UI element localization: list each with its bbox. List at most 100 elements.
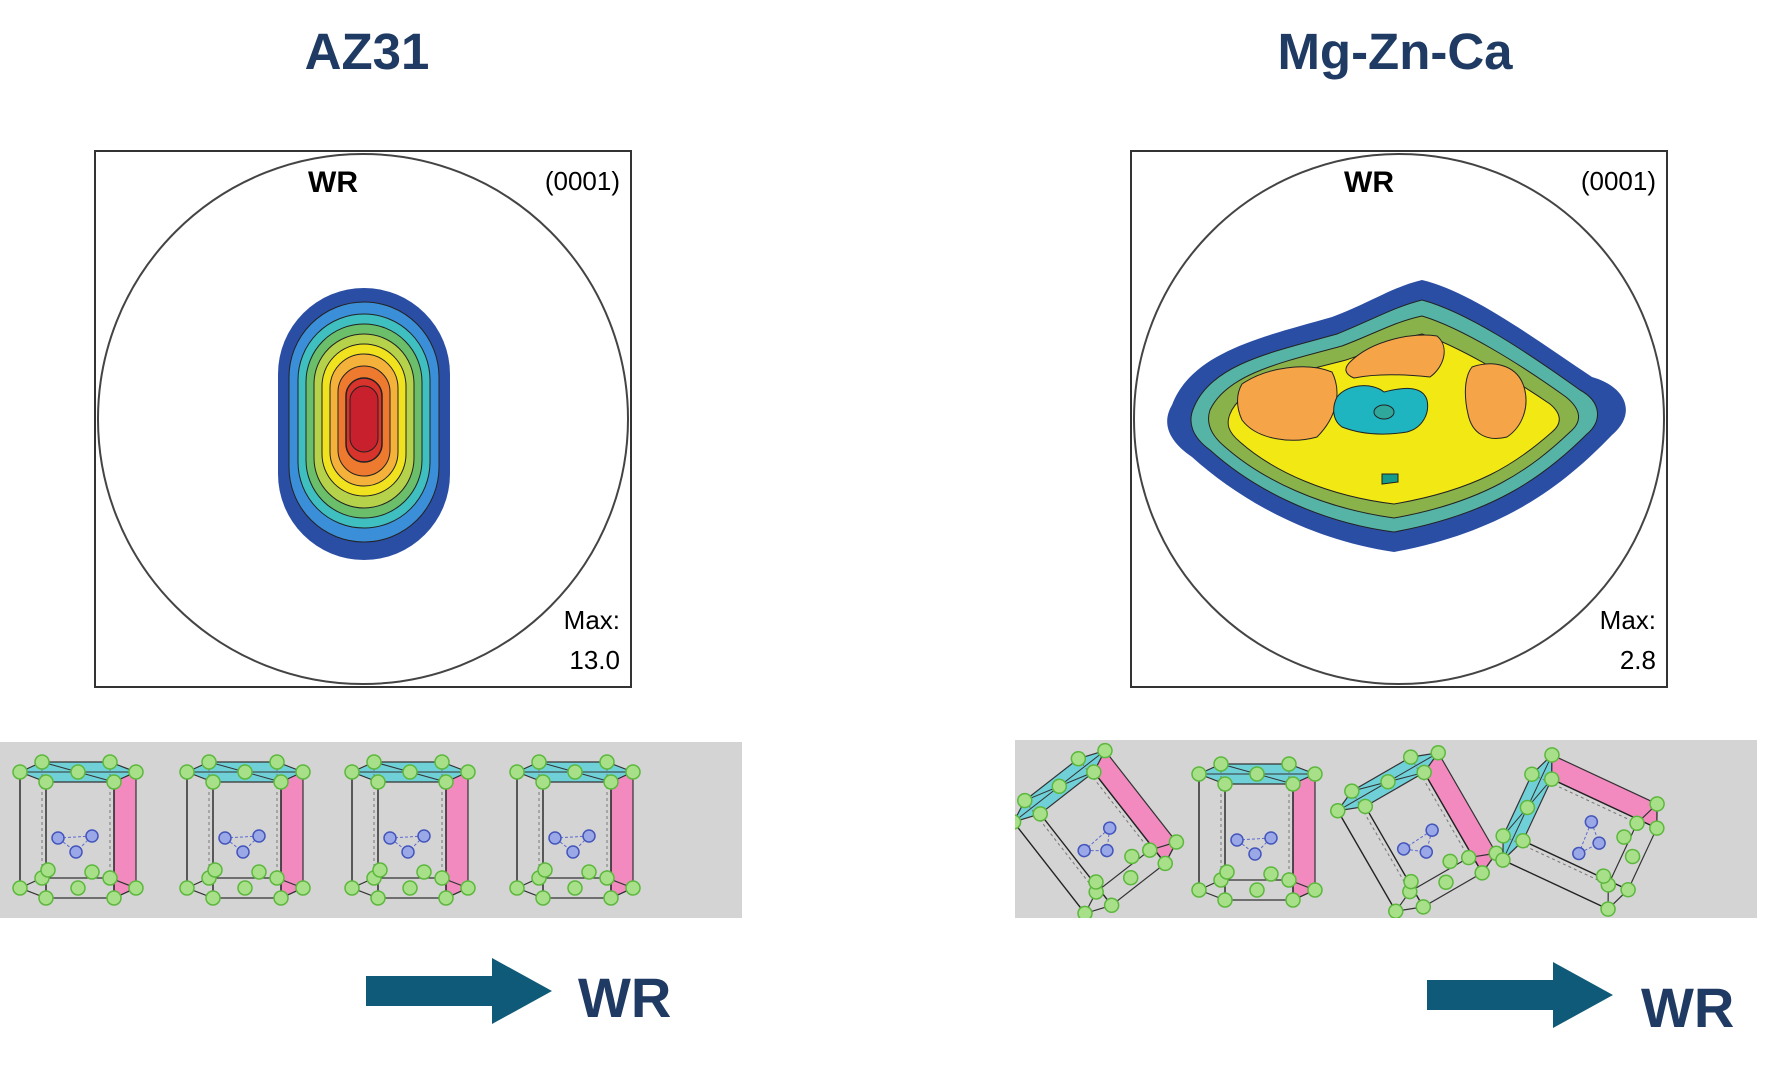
atom-corner	[603, 890, 619, 906]
atom-inner	[1102, 821, 1117, 835]
atom-corner	[1285, 892, 1301, 908]
stereographic-circle	[1133, 153, 1665, 685]
pole-figure-mg-zn-ca-plot	[1133, 153, 1665, 685]
hcp-cells-az31	[12, 754, 641, 906]
atom-inner	[582, 829, 596, 843]
atom-inner	[1264, 831, 1278, 845]
atom-corner	[201, 754, 217, 770]
pole-figure-direction-label: WR	[1344, 166, 1394, 199]
arrow-right-icon	[366, 958, 552, 1024]
atom-corner	[1191, 882, 1207, 898]
atom-corner	[1600, 901, 1616, 917]
pole-figure-mg-zn-ca: WR (0001) Max: 2.8	[1130, 150, 1668, 688]
atom-corner	[1088, 874, 1104, 890]
atom-corner	[402, 880, 418, 896]
atom-corner	[535, 890, 551, 906]
atom-corner	[1649, 820, 1665, 836]
pole-figure-az31: WR (0001) Max: 13.0	[94, 150, 632, 688]
atom-corner	[460, 880, 476, 896]
atom-corner	[1620, 881, 1636, 898]
atom-corner	[1442, 853, 1458, 870]
atom-corner	[205, 774, 221, 790]
atom-corner	[438, 890, 454, 906]
atom-corner	[269, 870, 285, 886]
atom-corner	[128, 764, 144, 780]
atom-corner	[1543, 771, 1560, 787]
atom-corner	[535, 774, 551, 790]
hcp-unit-cell	[179, 754, 311, 906]
atom-corner	[12, 880, 28, 896]
atom-inner	[51, 831, 65, 845]
pole-figure-max-label: Max:	[563, 605, 620, 635]
atom-corner	[1191, 766, 1207, 782]
arrow-right-icon	[1427, 962, 1613, 1028]
atom-corner	[344, 880, 360, 896]
pole-figure-plane-label: (0001)	[1580, 166, 1656, 196]
atom-corner	[1051, 778, 1068, 795]
atom-corner	[509, 880, 525, 896]
atom-corner	[509, 764, 525, 780]
atom-corner	[40, 862, 56, 878]
atom-corner	[102, 754, 118, 770]
atom-inner	[1425, 823, 1439, 837]
atom-corner	[106, 774, 122, 790]
atom-corner	[295, 880, 311, 896]
atom-corner	[366, 754, 382, 770]
atom-corner	[344, 764, 360, 780]
atom-corner	[372, 862, 388, 878]
atom-corner	[1460, 849, 1477, 866]
atom-corner	[70, 880, 86, 896]
atom-corner	[12, 764, 28, 780]
atom-corner	[1524, 766, 1540, 783]
hcp-unit-cell	[1330, 745, 1504, 919]
atom-corner	[1086, 764, 1102, 780]
atom-corner	[1219, 864, 1235, 880]
atom-corner	[1122, 869, 1139, 886]
atom-inner	[85, 829, 99, 843]
hcp-unit-cell	[1191, 756, 1323, 908]
atom-corner	[1519, 799, 1536, 816]
atom-corner	[269, 754, 285, 770]
stereographic-circle	[97, 153, 629, 685]
pole-figure-az31-plot	[97, 153, 629, 685]
atom-inner	[401, 845, 415, 859]
atom-inner	[1419, 845, 1434, 859]
atom-corner	[207, 862, 223, 878]
atom-corner	[1103, 897, 1120, 914]
atom-corner	[1213, 756, 1229, 772]
atom-corner	[1281, 756, 1297, 772]
atom-corner	[38, 774, 54, 790]
atom-inner	[252, 829, 266, 843]
hcp-cells-mg-zn-ca	[1005, 742, 1665, 922]
atom-corner	[128, 880, 144, 896]
atom-corner	[370, 890, 386, 906]
atom-corner	[599, 754, 615, 770]
atom-corner	[179, 880, 195, 896]
atom-corner	[434, 870, 450, 886]
atom-corner	[1415, 899, 1432, 915]
atom-corner	[1624, 848, 1641, 865]
atom-corner	[1124, 848, 1140, 865]
atom-corner	[1017, 792, 1033, 809]
atom-inner	[417, 829, 431, 843]
atom-corner	[1438, 874, 1454, 890]
atom-corner	[1249, 882, 1265, 898]
pole-figure-max-value: 13.0	[569, 645, 620, 675]
atom-corner	[1344, 783, 1360, 799]
atom-inner	[1572, 846, 1586, 861]
pole-figure-max-label: Max:	[1599, 605, 1656, 635]
atom-corner	[603, 774, 619, 790]
atom-corner	[237, 880, 253, 896]
atom-corner	[567, 764, 583, 780]
wr-direction-label: WR	[1641, 976, 1735, 1039]
hcp-unit-cell	[344, 754, 476, 906]
atom-corner	[1515, 832, 1531, 849]
atom-inner	[236, 845, 250, 859]
atom-inner	[1230, 833, 1244, 847]
atom-corner	[1495, 828, 1511, 844]
atom-corner	[581, 864, 597, 880]
atom-corner	[1097, 742, 1113, 759]
atom-corner	[537, 862, 553, 878]
atom-corner	[205, 890, 221, 906]
atom-corner	[38, 890, 54, 906]
